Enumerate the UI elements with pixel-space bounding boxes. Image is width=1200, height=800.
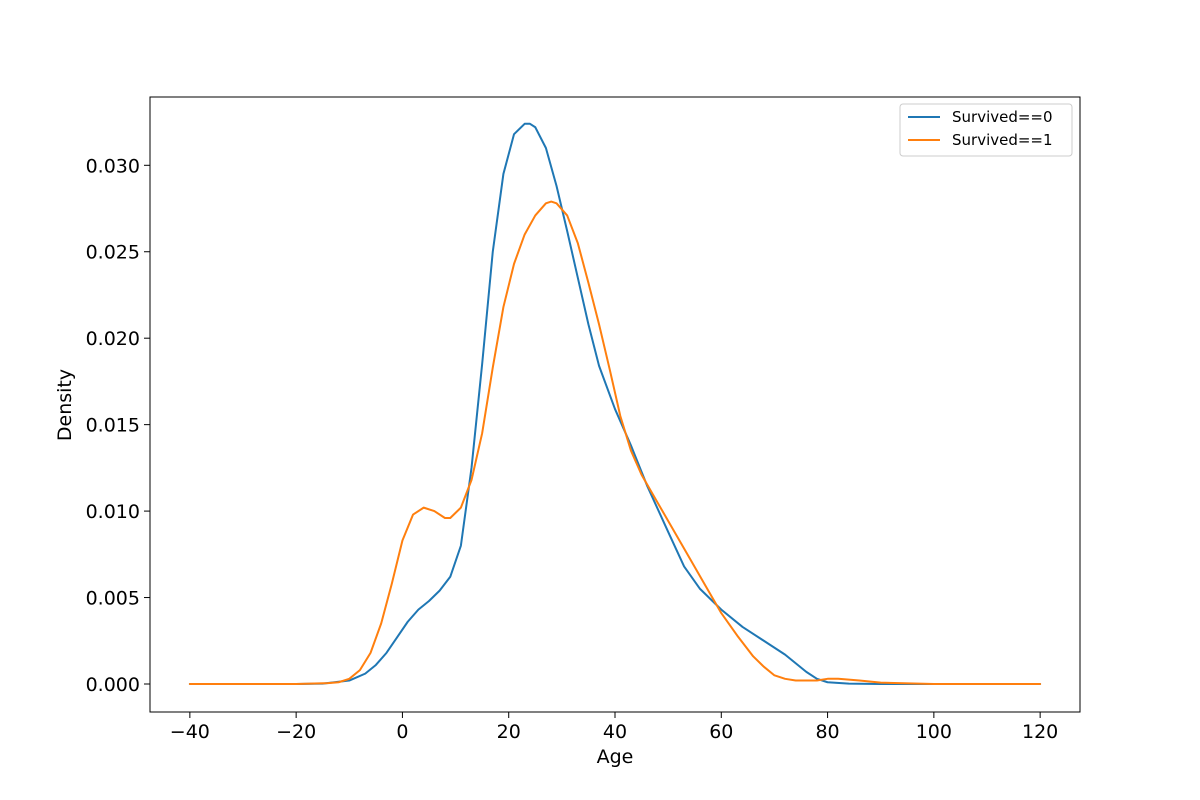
y-tick-label: 0.030 <box>86 155 140 177</box>
x-tick-label: 120 <box>1022 721 1058 743</box>
legend: Survived==0 Survived==1 <box>899 103 1073 157</box>
x-tick-label: 20 <box>497 721 521 743</box>
series-line-survived-1 <box>188 200 1042 685</box>
y-tick-label: 0.025 <box>86 242 140 264</box>
legend-label-survived-0: Survived==0 <box>952 108 1053 126</box>
y-tick-label: 0.000 <box>86 674 140 696</box>
series-layer <box>188 122 1042 685</box>
y-axis: 0.000 0.005 0.010 0.015 0.020 0.025 0.030 <box>86 155 150 696</box>
x-tick-label: 100 <box>916 721 952 743</box>
y-tick-label: 0.020 <box>86 328 140 350</box>
y-tick-label: 0.010 <box>86 501 140 523</box>
series-line-survived-0 <box>188 122 1042 685</box>
x-tick-label: −40 <box>170 721 210 743</box>
x-tick-label: −20 <box>276 721 316 743</box>
x-axis-label: Age <box>597 746 634 768</box>
x-axis: −40 −20 0 20 40 60 80 100 120 <box>170 712 1058 743</box>
x-tick-label: 60 <box>709 721 733 743</box>
legend-box <box>899 103 1073 157</box>
x-tick-label: 0 <box>396 721 408 743</box>
y-axis-label: Density <box>54 369 76 441</box>
legend-label-survived-1: Survived==1 <box>952 131 1053 149</box>
y-tick-label: 0.005 <box>86 588 140 610</box>
y-tick-label: 0.015 <box>86 415 140 437</box>
x-tick-label: 80 <box>815 721 839 743</box>
x-tick-label: 40 <box>603 721 627 743</box>
